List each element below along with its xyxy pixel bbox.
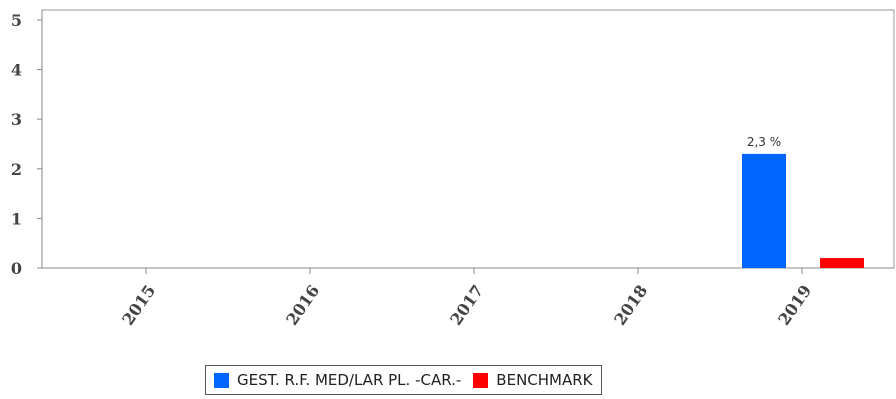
y-tick-label: 2 <box>11 160 22 179</box>
bar-chart: 0 1 2 3 4 5 2015 2016 2017 2018 2019 2,3 % <box>11 9 895 329</box>
x-tick-label: 2015 <box>118 281 159 328</box>
x-tick-label: 2019 <box>774 281 815 328</box>
legend: GEST. R.F. MED/LAR PL. -CAR.- BENCHMARK <box>205 365 602 395</box>
bar-series <box>742 153 864 268</box>
data-labels: 2,3 % <box>747 135 781 149</box>
y-tick-label: 1 <box>11 209 22 228</box>
legend-swatch-benchmark <box>473 372 489 388</box>
data-label: 2,3 % <box>747 135 781 149</box>
y-tick-label: 0 <box>11 259 22 278</box>
x-tick-label: 2018 <box>610 281 651 328</box>
y-tick-label: 4 <box>11 61 22 80</box>
x-tick-label: 2016 <box>282 281 323 328</box>
bar-fund-2019 <box>742 153 786 268</box>
y-tick-label: 5 <box>11 11 22 30</box>
x-tick-label: 2017 <box>446 281 487 328</box>
y-axis-ticks: 0 1 2 3 4 5 <box>11 11 42 278</box>
bar-benchmark-2019 <box>820 258 864 268</box>
x-axis-ticks: 2015 2016 2017 2018 2019 <box>118 268 815 329</box>
y-tick-label: 3 <box>11 110 22 129</box>
legend-item-benchmark: BENCHMARK <box>473 371 593 389</box>
legend-label-fund: GEST. R.F. MED/LAR PL. -CAR.- <box>237 371 462 389</box>
legend-label-benchmark: BENCHMARK <box>496 371 593 389</box>
legend-swatch-fund <box>214 372 229 388</box>
legend-item-fund: GEST. R.F. MED/LAR PL. -CAR.- <box>214 371 461 389</box>
